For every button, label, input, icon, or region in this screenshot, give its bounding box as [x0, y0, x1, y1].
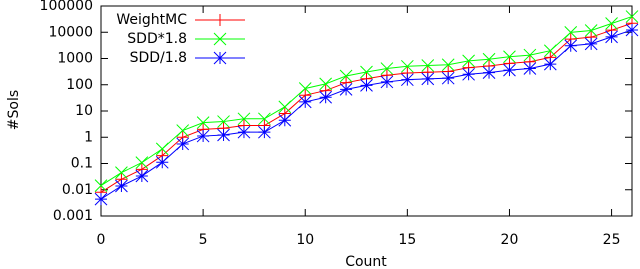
- point-marker: [564, 26, 578, 39]
- point-marker: [625, 23, 639, 37]
- point-marker: [482, 66, 496, 80]
- point-marker: [400, 73, 414, 87]
- point-marker: [135, 169, 149, 183]
- point-marker: [523, 48, 537, 62]
- point-marker: [298, 95, 312, 109]
- point-marker: [441, 71, 455, 85]
- point-marker: [421, 72, 435, 86]
- y-tick-label: 100000: [40, 0, 93, 14]
- point-marker: [503, 50, 516, 64]
- point-marker: [400, 59, 414, 73]
- point-marker: [380, 75, 394, 89]
- x-tick-label: 10: [296, 232, 314, 248]
- y-tick-label: 0.01: [62, 182, 93, 198]
- point-marker: [605, 17, 618, 30]
- x-tick-label: 15: [398, 232, 416, 248]
- x-tick-label: 5: [199, 232, 208, 248]
- x-axis-label: Count: [345, 254, 387, 269]
- point-marker: [176, 124, 190, 137]
- point-marker: [503, 63, 516, 77]
- point-marker: [196, 116, 210, 130]
- legend-marker: [213, 32, 227, 46]
- point-marker: [462, 54, 475, 68]
- point-marker: [217, 115, 230, 128]
- point-marker: [278, 100, 292, 114]
- x-tick-label: 0: [97, 232, 106, 248]
- point-marker: [319, 90, 333, 104]
- point-marker: [584, 37, 598, 51]
- point-marker: [155, 142, 169, 156]
- point-marker: [115, 179, 128, 193]
- point-marker: [176, 137, 190, 151]
- point-marker: [237, 112, 251, 126]
- point-marker: [115, 166, 128, 179]
- legend-label: SDD/1.8: [130, 50, 187, 66]
- point-marker: [462, 67, 475, 81]
- point-marker: [584, 24, 598, 37]
- legend-label: WeightMC: [116, 12, 187, 28]
- point-marker: [625, 10, 639, 23]
- point-marker: [564, 39, 578, 53]
- y-tick-label: 1: [84, 129, 93, 145]
- x-tick-label: 20: [501, 232, 519, 248]
- point-marker: [94, 192, 108, 206]
- y-tick-label: 100: [66, 77, 93, 93]
- point-marker: [360, 79, 373, 92]
- y-tick-label: 0.001: [53, 208, 93, 224]
- point-marker: [135, 156, 149, 169]
- point-marker: [523, 62, 537, 75]
- point-marker: [360, 65, 373, 79]
- x-tick-label: 25: [603, 232, 621, 248]
- point-marker: [278, 113, 292, 127]
- y-tick-label: 10: [75, 103, 93, 119]
- legend-marker: [214, 14, 226, 26]
- point-marker: [605, 30, 618, 44]
- point-marker: [380, 62, 394, 75]
- point-marker: [196, 129, 210, 143]
- point-marker: [421, 59, 435, 72]
- y-tick-label: 0.1: [71, 156, 93, 172]
- point-marker: [258, 125, 271, 139]
- point-marker: [298, 82, 312, 95]
- point-marker: [339, 83, 353, 96]
- legend-marker: [213, 51, 227, 65]
- point-marker: [482, 52, 496, 66]
- point-marker: [543, 44, 557, 58]
- y-axis-label: #Sols: [6, 90, 22, 130]
- point-marker: [441, 58, 455, 72]
- point-marker: [543, 57, 557, 71]
- legend-label: SDD*1.8: [127, 31, 187, 47]
- point-marker: [339, 69, 353, 83]
- point-marker: [237, 125, 251, 139]
- y-tick-label: 1000: [57, 51, 93, 67]
- point-marker: [217, 128, 230, 142]
- point-marker: [155, 155, 169, 169]
- point-marker: [258, 112, 271, 126]
- point-marker: [319, 77, 333, 91]
- y-tick-label: 10000: [48, 24, 93, 40]
- point-marker: [94, 179, 108, 192]
